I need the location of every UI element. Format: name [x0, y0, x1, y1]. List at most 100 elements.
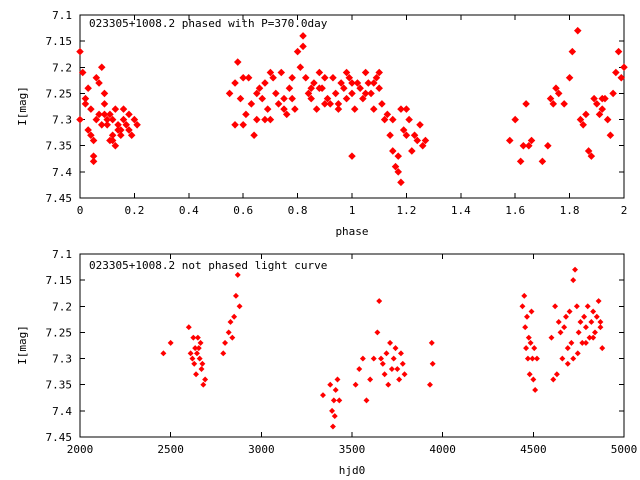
- data-point: [614, 47, 623, 56]
- data-point: [114, 121, 122, 129]
- data-point: [76, 115, 84, 124]
- data-point: [253, 89, 261, 98]
- data-point: [323, 94, 332, 103]
- x-tick-label: 0.2: [124, 204, 144, 217]
- y-axis-label: I[mag]: [16, 86, 29, 126]
- data-point: [332, 386, 339, 393]
- unphased-light-curve-panel: 2000 2500 3000 3500 4000 4500 5000 7.1 7.15 7.2 7.…: [16, 248, 637, 477]
- data-point: [301, 73, 310, 82]
- data-point: [198, 366, 205, 372]
- data-point: [334, 105, 343, 113]
- data-point: [299, 42, 307, 51]
- data-point: [84, 84, 92, 92]
- data-point: [582, 110, 590, 119]
- y-tick-label: 7.1: [52, 9, 72, 22]
- data-point: [576, 115, 585, 124]
- data-point: [590, 334, 597, 341]
- y-tick-label: 7.4: [52, 405, 72, 418]
- data-point: [597, 324, 604, 331]
- data-point: [592, 329, 598, 336]
- data-point: [394, 168, 403, 176]
- data-point: [133, 121, 141, 129]
- data-point: [327, 381, 334, 388]
- x-tick-label: 5000: [611, 443, 638, 456]
- data-point: [89, 136, 98, 145]
- x-tick-label: 1.8: [560, 204, 580, 217]
- data-point: [370, 355, 377, 362]
- data-point: [418, 141, 427, 150]
- data-point: [529, 355, 536, 362]
- data-point: [525, 334, 532, 341]
- data-point: [315, 68, 324, 77]
- data-point: [108, 136, 117, 145]
- data-point: [130, 115, 139, 124]
- data-point: [326, 100, 335, 108]
- data-point: [593, 313, 600, 320]
- data-point: [388, 366, 395, 372]
- data-point: [394, 152, 403, 160]
- data-point: [609, 89, 617, 98]
- data-point: [575, 329, 582, 336]
- data-point: [103, 121, 111, 129]
- y-tick-label: 7.45: [46, 192, 73, 205]
- data-point: [538, 157, 547, 166]
- data-point: [546, 94, 555, 103]
- x-tick-label: 1: [349, 204, 356, 217]
- data-point: [555, 319, 562, 325]
- data-point: [315, 84, 324, 92]
- data-point: [239, 121, 247, 129]
- x-tick-label: 0.8: [288, 204, 308, 217]
- x-tick-label: 2: [621, 204, 628, 217]
- data-point: [263, 105, 272, 113]
- data-point: [97, 121, 106, 129]
- data-point: [202, 376, 209, 383]
- data-point: [573, 26, 582, 35]
- data-point: [533, 355, 540, 362]
- phased-light-curve-panel: 0 0.2 0.4 0.6 0.8 1 1.2 1.4 1.6 1.8 2 7.1 7.15 7.2 7.2…: [16, 9, 628, 238]
- data-point: [92, 73, 101, 82]
- x-tick-label: 3500: [339, 443, 366, 456]
- data-point: [524, 313, 530, 320]
- data-point: [125, 126, 133, 134]
- data-point: [195, 345, 202, 352]
- data-point: [350, 105, 359, 113]
- data-point: [369, 105, 378, 113]
- data-point: [582, 324, 589, 331]
- data-point: [330, 397, 337, 404]
- data-point: [402, 131, 411, 140]
- data-point: [421, 136, 430, 145]
- data-point: [505, 136, 514, 145]
- data-point: [233, 58, 242, 66]
- data-point: [383, 350, 390, 357]
- data-point: [89, 157, 98, 166]
- data-point: [559, 355, 566, 362]
- tick-layer: 0 0.2 0.4 0.6 0.8 1 1.2 1.4 1.6 1.8 2 7.1 7.15 7.2 7.2…: [46, 9, 628, 217]
- x-tick-label: 4500: [520, 443, 547, 456]
- data-point: [274, 100, 283, 108]
- data-point: [397, 178, 405, 187]
- data-point: [106, 110, 114, 119]
- data-point: [194, 334, 201, 341]
- x-tick-label: 4000: [429, 443, 456, 456]
- data-point: [598, 94, 607, 103]
- data-point: [81, 100, 90, 108]
- data-point: [247, 100, 256, 108]
- data-point: [356, 84, 364, 92]
- data-point: [356, 366, 363, 372]
- data-point: [359, 355, 366, 362]
- data-point: [516, 157, 525, 166]
- data-point: [620, 63, 628, 72]
- data-point: [196, 355, 203, 362]
- data-point: [334, 100, 343, 108]
- data-point: [570, 277, 577, 284]
- data-point: [340, 84, 348, 92]
- data-point: [119, 105, 128, 113]
- data-point: [399, 126, 408, 134]
- data-point: [405, 115, 413, 124]
- data-point: [617, 73, 626, 82]
- data-point: [321, 100, 329, 108]
- data-point: [579, 121, 587, 129]
- data-point: [296, 63, 305, 72]
- data-point: [376, 298, 383, 305]
- data-point: [234, 271, 241, 278]
